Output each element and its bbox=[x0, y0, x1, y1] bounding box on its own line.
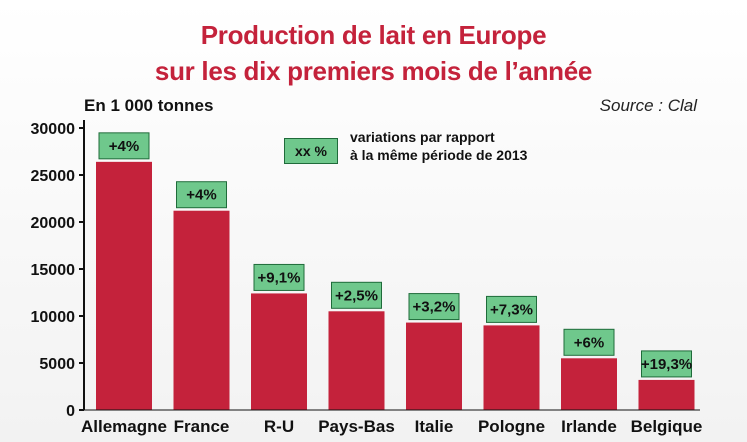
y-tick-label: 25000 bbox=[31, 168, 76, 185]
y-tick-label: 0 bbox=[66, 403, 75, 420]
y-tick-label: 10000 bbox=[31, 309, 76, 326]
bar-chart: 30000 25000 20000 15000 10000 5000 0 +4% Allemag… bbox=[0, 0, 747, 442]
y-tick-label: 20000 bbox=[31, 215, 76, 232]
variation-label: +19,3% bbox=[641, 356, 692, 373]
variation-label: +7,3% bbox=[490, 301, 533, 318]
x-category-label: Allemagne bbox=[81, 417, 167, 436]
bar bbox=[639, 380, 695, 410]
x-category-label: Irlande bbox=[561, 417, 617, 436]
variation-label: +2,5% bbox=[335, 287, 378, 304]
y-tick-label: 5000 bbox=[39, 356, 75, 373]
bar bbox=[406, 323, 462, 410]
chart-page: Production de lait en Europe sur les dix… bbox=[0, 0, 747, 442]
variation-label: +4% bbox=[109, 138, 139, 155]
x-category-label: R-U bbox=[264, 417, 294, 436]
variation-label: +6% bbox=[574, 334, 604, 351]
bar bbox=[174, 211, 230, 410]
bar bbox=[251, 293, 307, 410]
x-category-label: France bbox=[174, 417, 230, 436]
bar bbox=[329, 311, 385, 410]
x-category-label: Belgique bbox=[631, 417, 703, 436]
variation-label: +4% bbox=[186, 187, 216, 204]
bar bbox=[484, 325, 540, 410]
variation-label: +9,1% bbox=[258, 269, 301, 286]
x-category-label: Pologne bbox=[478, 417, 545, 436]
x-category-label: Pays-Bas bbox=[318, 417, 395, 436]
x-category-label: Italie bbox=[415, 417, 454, 436]
variation-label: +3,2% bbox=[413, 299, 456, 316]
bar bbox=[96, 162, 152, 410]
y-tick-label: 30000 bbox=[31, 121, 76, 138]
bar bbox=[561, 358, 617, 410]
y-tick-label: 15000 bbox=[31, 262, 76, 279]
